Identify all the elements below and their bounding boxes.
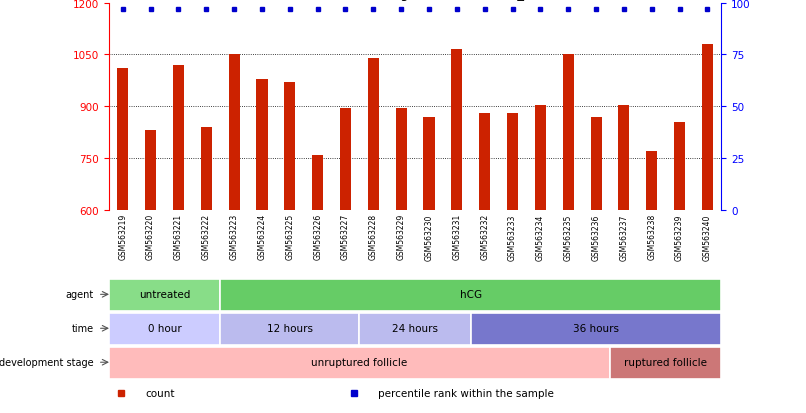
Bar: [646, 152, 658, 210]
Text: GSM563226: GSM563226: [314, 214, 322, 260]
Text: GSM563228: GSM563228: [369, 214, 378, 260]
Bar: [109, 313, 220, 345]
Bar: [618, 105, 629, 210]
Title: GDS3863 / MmugDNA.18264.1.S1_at: GDS3863 / MmugDNA.18264.1.S1_at: [293, 0, 538, 1]
Text: 36 hours: 36 hours: [573, 323, 619, 333]
Text: 12 hours: 12 hours: [267, 323, 313, 333]
Text: 24 hours: 24 hours: [392, 323, 438, 333]
Bar: [674, 122, 685, 210]
Bar: [117, 69, 128, 210]
Bar: [368, 59, 379, 210]
Text: GSM563219: GSM563219: [118, 214, 127, 260]
Bar: [285, 83, 295, 210]
Text: ruptured follicle: ruptured follicle: [624, 357, 707, 367]
Text: GSM563222: GSM563222: [202, 214, 210, 260]
Bar: [340, 109, 351, 210]
Text: GSM563240: GSM563240: [703, 214, 712, 260]
Bar: [507, 114, 518, 210]
Bar: [535, 105, 546, 210]
Text: GSM563227: GSM563227: [341, 214, 350, 260]
Bar: [145, 131, 156, 210]
Text: GSM563230: GSM563230: [425, 214, 434, 260]
Text: GSM563224: GSM563224: [257, 214, 267, 260]
Text: hCG: hCG: [459, 290, 482, 299]
Text: GSM563229: GSM563229: [397, 214, 405, 260]
Bar: [220, 313, 359, 345]
Text: GSM563223: GSM563223: [230, 214, 239, 260]
Text: GSM563233: GSM563233: [508, 214, 517, 260]
Bar: [396, 109, 407, 210]
Text: percentile rank within the sample: percentile rank within the sample: [378, 388, 555, 398]
Text: GSM563238: GSM563238: [647, 214, 656, 260]
Text: GSM563234: GSM563234: [536, 214, 545, 260]
Bar: [591, 117, 601, 210]
Text: GSM563220: GSM563220: [146, 214, 155, 260]
Bar: [702, 45, 713, 210]
Text: agent: agent: [65, 290, 93, 299]
Text: untreated: untreated: [139, 290, 190, 299]
Bar: [201, 128, 212, 210]
Text: unruptured follicle: unruptured follicle: [311, 357, 408, 367]
Text: GSM563221: GSM563221: [174, 214, 183, 260]
Bar: [172, 66, 184, 210]
Text: development stage: development stage: [0, 357, 93, 367]
Text: GSM563231: GSM563231: [452, 214, 461, 260]
Text: GSM563237: GSM563237: [620, 214, 629, 260]
Bar: [359, 313, 471, 345]
Bar: [423, 117, 434, 210]
Text: time: time: [72, 323, 93, 333]
Bar: [109, 280, 220, 311]
Bar: [312, 155, 323, 210]
Bar: [610, 347, 721, 379]
Text: GSM563235: GSM563235: [563, 214, 573, 260]
Text: GSM563239: GSM563239: [675, 214, 684, 260]
Bar: [563, 55, 574, 210]
Text: GSM563225: GSM563225: [285, 214, 294, 260]
Bar: [479, 114, 490, 210]
Text: count: count: [146, 388, 175, 398]
Text: 0 hour: 0 hour: [147, 323, 181, 333]
Bar: [109, 347, 610, 379]
Text: GSM563236: GSM563236: [592, 214, 600, 260]
Bar: [256, 79, 268, 210]
Bar: [220, 280, 721, 311]
Bar: [451, 50, 463, 210]
Bar: [471, 313, 721, 345]
Bar: [229, 55, 239, 210]
Text: GSM563232: GSM563232: [480, 214, 489, 260]
